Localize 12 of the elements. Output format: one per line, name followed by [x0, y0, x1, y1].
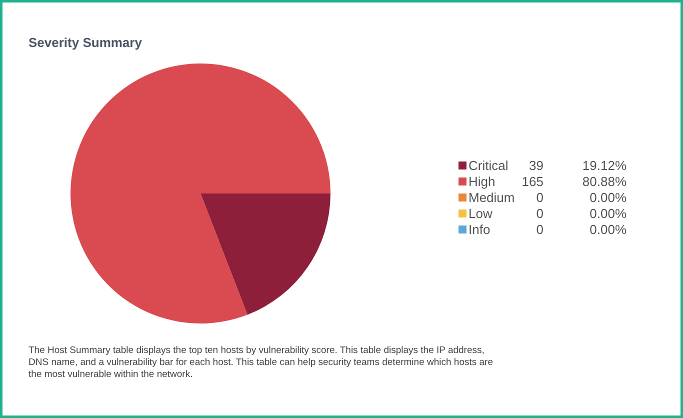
legend-label: Critical [468, 158, 508, 173]
text: 165 80.88% [522, 174, 627, 189]
legend-label: Medium [468, 190, 515, 205]
chart-title: Severity Summary [28, 35, 143, 50]
legend-label: High [468, 174, 496, 189]
text: 0 0.00% [536, 190, 627, 205]
legend-label: Info [468, 222, 490, 237]
text: 0 0.00% [536, 222, 627, 237]
text: 39 19.12% [529, 158, 627, 173]
text: The Host Summary table displays the top ten hosts by vulnerability score. This table displays the IP address, DNS name, and a vulnerability bar for each host. This table can help security teams determine which hosts are the most vulnerable within the network. [28, 345, 494, 380]
legend-label: Low [468, 206, 493, 221]
text: 0 0.00% [536, 206, 627, 221]
